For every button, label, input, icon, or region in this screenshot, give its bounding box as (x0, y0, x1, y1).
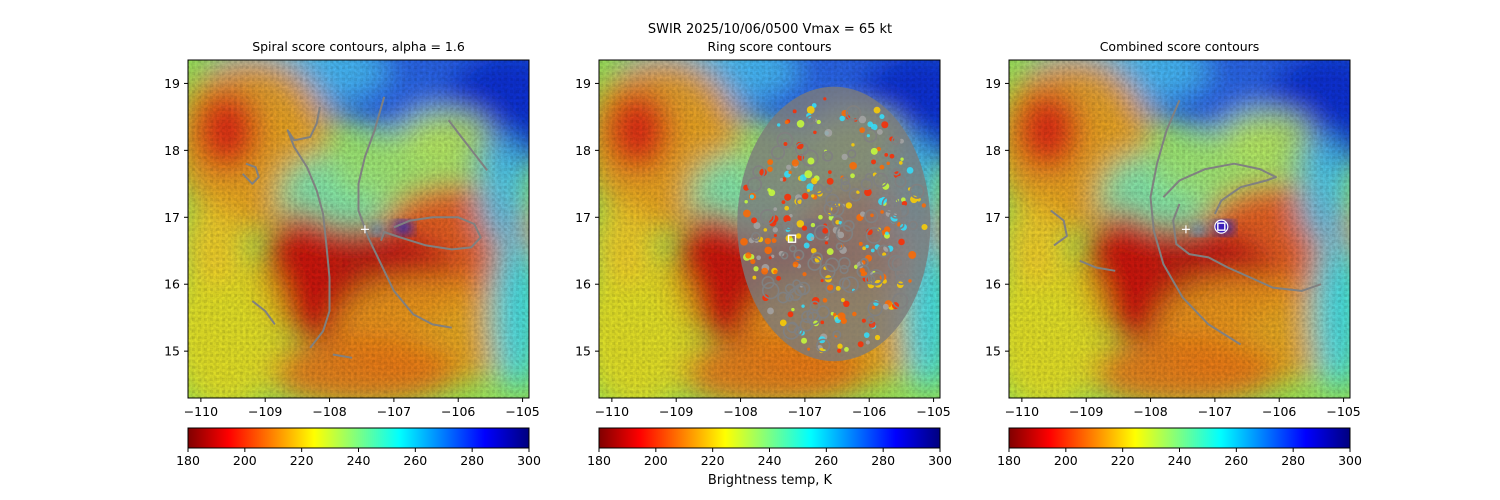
colorbar-tick-label: 280 (1281, 453, 1305, 468)
center-square-marker (1217, 222, 1226, 231)
y-tick-label: 16 (164, 277, 180, 292)
colorbar-tick-label: 280 (871, 453, 895, 468)
contour-line (1172, 203, 1322, 292)
x-tick-label: −107 (788, 404, 822, 419)
colorbar-tick-label: 260 (403, 453, 427, 468)
y-tick-label: 17 (575, 210, 591, 225)
x-tick-label: −109 (248, 404, 282, 419)
y-tick-label: 16 (985, 277, 1001, 292)
contour-line (447, 119, 488, 172)
x-tick-label: −107 (1198, 404, 1232, 419)
contour-line (380, 216, 482, 251)
colorbar-tick-label: 240 (1168, 453, 1192, 468)
y-tick-label: 18 (164, 143, 180, 158)
colorbar-tick-label: 300 (517, 453, 541, 468)
y-tick-label: 15 (575, 344, 591, 359)
y-tick-label: 18 (575, 143, 591, 158)
x-tick-label: −106 (1262, 404, 1296, 419)
axes-frame (598, 59, 941, 399)
colorbar-tick-label: 220 (1111, 453, 1135, 468)
y-tick-label: 15 (985, 344, 1001, 359)
ring-contours (737, 86, 931, 362)
x-tick-label: −108 (312, 404, 346, 419)
panel-title: Combined score contours (1100, 39, 1260, 54)
axes-frame (1008, 59, 1351, 399)
contour-line (286, 106, 331, 349)
x-tick-label: −106 (852, 404, 886, 419)
colorbar-label: Brightness temp, K (707, 473, 833, 488)
y-tick-label: 17 (164, 210, 180, 225)
y-tick-label: 15 (164, 344, 180, 359)
colorbar-tick-label: 180 (176, 453, 200, 468)
panel-1: Spiral score contours, alpha = 1.6 −110 −1… (164, 39, 541, 468)
contour-line (1079, 259, 1116, 272)
colorbar: 180 200 220 240 260 280 300 (997, 427, 1362, 468)
panel-title: Ring score contours (707, 39, 831, 54)
x-tick-label: −110 (1005, 404, 1039, 419)
center-plus-marker (360, 225, 369, 234)
x-tick-label: −109 (1069, 404, 1103, 419)
x-tick-label: −107 (377, 404, 411, 419)
colorbar-tick-label: 260 (1224, 453, 1248, 468)
y-tick-label: 16 (575, 277, 591, 292)
x-tick-label: −105 (1326, 404, 1360, 419)
colorbar-tick-label: 300 (928, 453, 952, 468)
panel-2: Ring score contours −110 −109 −108 −107 −106 −… (575, 39, 952, 468)
center-plus-marker (1181, 225, 1190, 234)
x-tick-label: −109 (659, 404, 693, 419)
colorbar-tick-label: 300 (1338, 453, 1362, 468)
x-tick-label: −110 (595, 404, 629, 419)
colorbar-tick-label: 200 (1054, 453, 1078, 468)
colorbar-tick-label: 200 (644, 453, 668, 468)
colorbar-tick-label: 180 (587, 453, 611, 468)
center-circle-marker (1214, 219, 1229, 234)
colorbar-tick-label: 220 (290, 453, 314, 468)
y-tick-label: 18 (985, 143, 1001, 158)
contour-line (241, 162, 260, 185)
brightness-field (188, 60, 529, 398)
contour-line (357, 96, 452, 329)
x-tick-label: −110 (184, 404, 218, 419)
panel-title: Spiral score contours, alpha = 1.6 (252, 39, 465, 54)
colorbar: 180 200 220 240 260 280 300 (587, 427, 952, 468)
y-tick-label: 17 (985, 210, 1001, 225)
figure-suptitle: SWIR 2025/10/06/0500 Vmax = 65 kt (647, 22, 893, 37)
y-tick-label: 19 (164, 76, 180, 91)
colorbar-tick-label: 260 (814, 453, 838, 468)
contour-line (1162, 162, 1277, 215)
y-tick-label: 19 (985, 76, 1001, 91)
contour-line (332, 353, 353, 359)
colorbar-tick-label: 240 (347, 453, 371, 468)
contour-line (1050, 209, 1068, 247)
contour-line (251, 300, 276, 325)
contour-line (1149, 99, 1242, 346)
colorbar-tick-label: 280 (460, 453, 484, 468)
x-tick-label: −108 (723, 404, 757, 419)
colorbar-tick-label: 200 (233, 453, 257, 468)
y-tick-label: 19 (575, 76, 591, 91)
colorbar-tick-label: 240 (758, 453, 782, 468)
x-tick-label: −105 (916, 404, 950, 419)
brightness-field (1009, 60, 1350, 398)
panel-3: Combined score contours −110 −109 −108 −107 −… (985, 39, 1362, 468)
x-tick-label: −106 (441, 404, 475, 419)
center-square-marker (787, 234, 797, 243)
colorbar: 180 200 220 240 260 280 300 (176, 427, 541, 468)
axes-frame (187, 59, 530, 399)
colorbar-tick-label: 220 (701, 453, 725, 468)
x-tick-label: −108 (1133, 404, 1167, 419)
x-tick-label: −105 (505, 404, 539, 419)
colorbar-tick-label: 180 (997, 453, 1021, 468)
